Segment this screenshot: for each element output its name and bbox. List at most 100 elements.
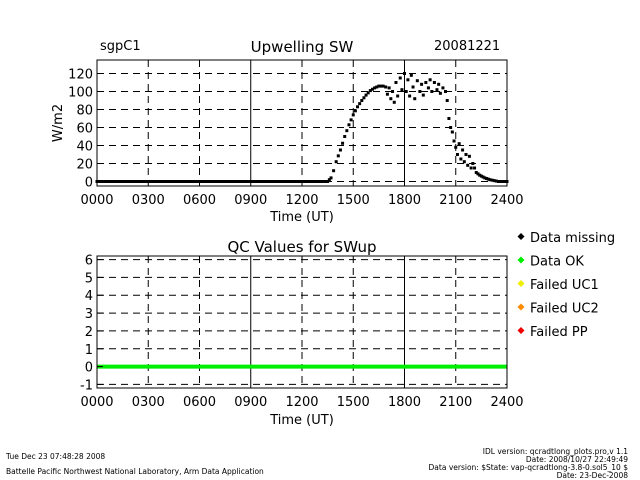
data-point <box>152 180 156 183</box>
data-point <box>256 180 260 183</box>
data-point <box>464 153 468 156</box>
data-point <box>175 180 179 183</box>
data-point <box>199 180 203 183</box>
data-point <box>360 99 364 102</box>
data-point <box>353 109 357 113</box>
y-tick-label: 6 <box>85 254 93 269</box>
data-point <box>218 180 222 183</box>
x-tick-label: 0900 <box>234 395 267 410</box>
chart2-xlabel: Time (UT) <box>269 413 334 428</box>
data-point <box>239 180 243 183</box>
data-point <box>209 180 213 183</box>
data-point <box>413 97 417 101</box>
data-point <box>173 180 177 183</box>
data-point <box>203 180 207 183</box>
data-point <box>131 180 135 183</box>
data-point <box>381 84 385 88</box>
data-point <box>222 180 226 183</box>
data-point <box>228 180 232 183</box>
data-point <box>332 169 336 173</box>
data-point <box>243 180 247 183</box>
data-point <box>358 102 362 106</box>
data-point <box>258 180 262 183</box>
data-point <box>315 180 319 183</box>
data-point <box>251 180 255 183</box>
data-point <box>492 179 496 183</box>
data-point <box>264 180 268 183</box>
data-point <box>347 123 351 127</box>
data-point <box>392 100 396 104</box>
data-point <box>473 166 477 170</box>
footer-data-date: Date: 23-Dec-2008 <box>557 471 629 480</box>
data-point <box>198 180 201 183</box>
data-point <box>462 160 466 164</box>
data-point <box>308 180 312 183</box>
data-point <box>437 82 441 86</box>
data-point <box>421 93 425 97</box>
y-tick-label: -1 <box>80 378 93 393</box>
data-point <box>179 180 183 183</box>
y-tick-label: 100 <box>68 86 93 101</box>
footer-lab: Battelle Pacific Northwest National Labo… <box>6 467 264 476</box>
data-point <box>201 180 205 183</box>
data-point <box>167 180 171 183</box>
legend-marker <box>517 327 525 334</box>
data-point <box>306 180 310 183</box>
data-point <box>321 180 325 183</box>
chart1-xlabel: Time (UT) <box>269 210 334 225</box>
data-point <box>384 85 388 89</box>
data-point <box>373 86 377 90</box>
data-point <box>490 178 494 182</box>
data-point <box>177 180 181 183</box>
data-point <box>194 180 198 183</box>
data-point <box>281 180 285 183</box>
legend-marker <box>517 256 525 264</box>
data-point <box>106 180 110 183</box>
data-point <box>300 180 304 183</box>
data-point <box>411 85 415 89</box>
data-point <box>501 180 505 183</box>
data-point <box>253 180 257 183</box>
data-point <box>158 180 162 183</box>
data-point <box>230 180 234 183</box>
data-point <box>205 180 209 183</box>
y-tick-label: 2 <box>85 325 93 340</box>
data-point <box>319 180 323 183</box>
x-tick-label: 0000 <box>80 193 113 208</box>
legend-marker <box>517 233 525 240</box>
y-tick-label: 80 <box>76 104 93 119</box>
data-point <box>403 72 406 75</box>
data-point <box>112 180 116 183</box>
data-point <box>449 126 453 129</box>
data-point <box>329 176 333 180</box>
data-point <box>294 180 298 183</box>
data-point <box>485 177 488 180</box>
data-point <box>486 177 490 181</box>
data-point <box>375 85 379 89</box>
data-point <box>104 180 108 183</box>
data-point <box>364 93 368 97</box>
data-point <box>120 180 124 183</box>
data-point <box>351 113 355 117</box>
data-point <box>122 180 126 183</box>
data-point <box>455 153 459 156</box>
data-point <box>323 180 327 183</box>
qc-values-chart: QC Values for SWup Time (UT) 0000 0300 060… <box>80 238 524 428</box>
data-point <box>496 180 500 183</box>
data-point <box>139 180 143 183</box>
data-point <box>362 96 366 100</box>
data-point <box>148 180 152 183</box>
data-point <box>184 180 188 183</box>
data-point <box>396 94 400 98</box>
data-point <box>469 166 473 170</box>
x-tick-label: 1800 <box>388 193 421 208</box>
chart1-title: Upwelling SW <box>251 38 354 56</box>
data-point <box>163 180 167 183</box>
y-tick-label: 3 <box>85 307 93 322</box>
data-point <box>450 130 454 134</box>
data-point <box>180 180 184 183</box>
x-tick-label: 0600 <box>183 193 216 208</box>
data-point <box>389 97 393 101</box>
data-point <box>135 180 139 183</box>
data-point <box>334 160 338 164</box>
